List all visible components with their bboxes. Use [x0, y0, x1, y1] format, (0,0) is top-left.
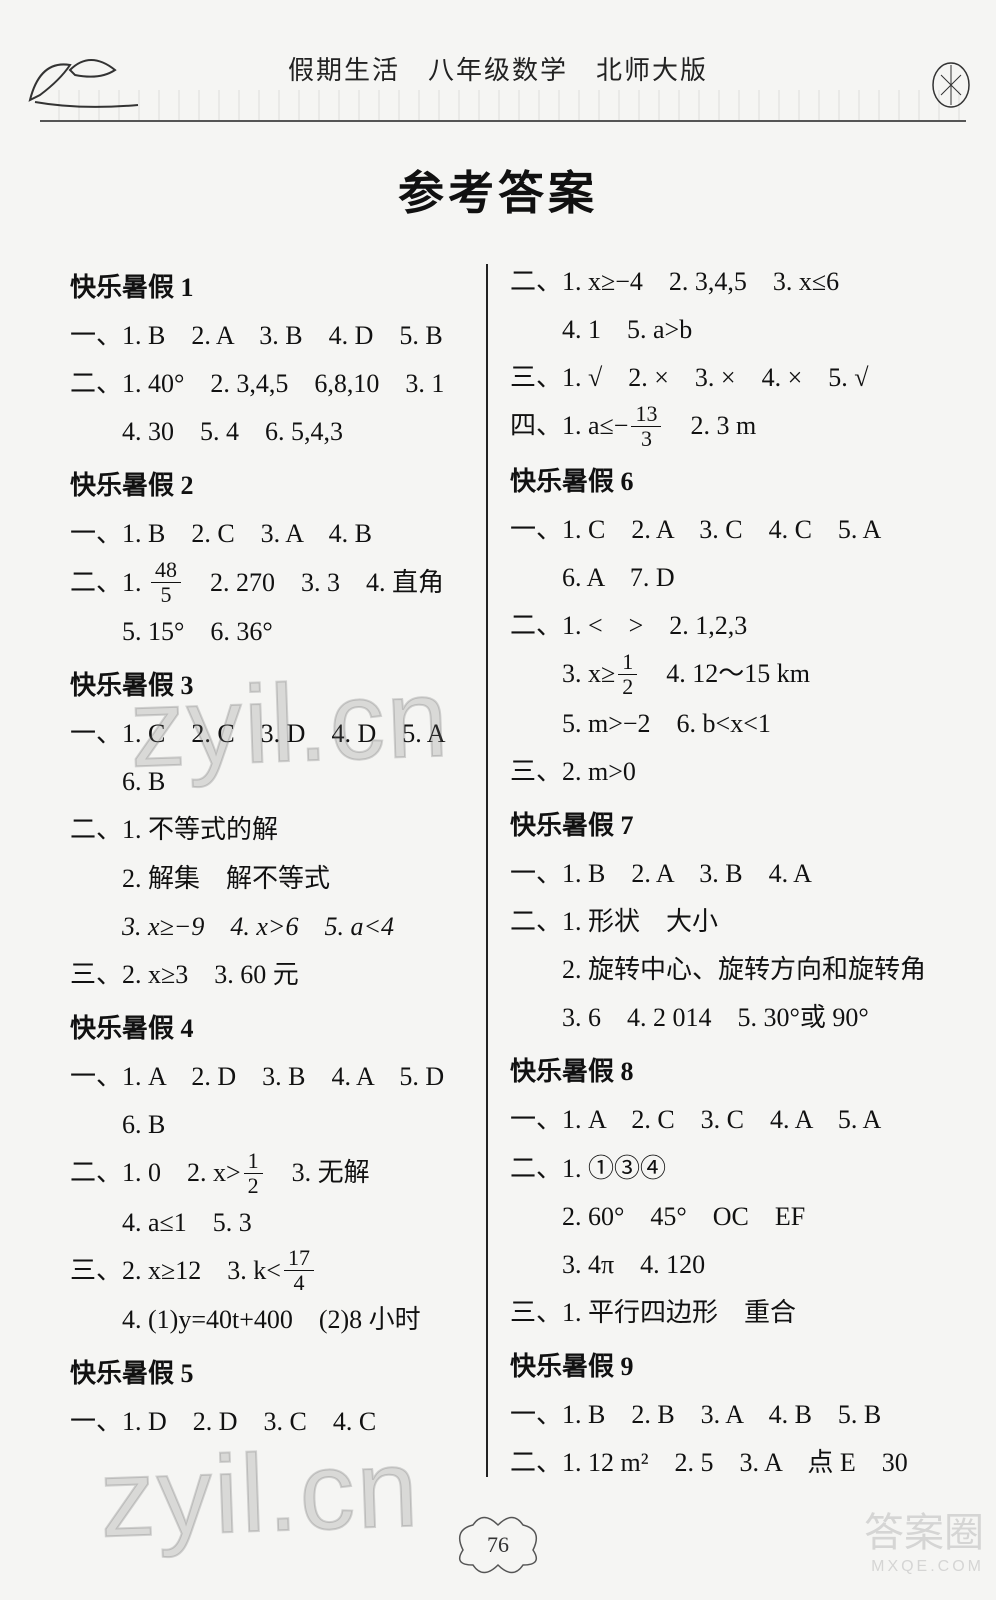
- answer-line: 二、1. x≥−4 2. 3,4,5 3. x≤6: [510, 258, 926, 306]
- answer-line: 一、1. C 2. C 3. D 4. D 5. A: [70, 710, 464, 758]
- denominator: 2: [244, 1174, 263, 1197]
- answer-line: 二、1. < > 2. 1,2,3: [510, 602, 926, 650]
- answer-line: 3. x≥12 4. 12～15 km: [510, 650, 926, 700]
- answer-line: 二、1. 40° 2. 3,4,5 6,8,10 3. 1: [70, 360, 464, 408]
- text-fragment: 3. x≥: [562, 659, 615, 688]
- answer-line: 二、1. 0 2. x>12 3. 无解: [70, 1149, 464, 1199]
- answer-line: 3. 4π 4. 120: [510, 1241, 926, 1289]
- answer-line: 三、1. √ 2. × 3. × 4. × 5. √: [510, 354, 926, 402]
- text-fragment: 四、1. a≤−: [510, 411, 628, 440]
- left-column: 快乐暑假 1 一、1. B 2. A 3. B 4. D 5. B 二、1. 4…: [70, 258, 486, 1487]
- fraction: 174: [284, 1247, 314, 1294]
- text-fragment: 2. 270 3. 3 4. 直角: [184, 568, 444, 597]
- section-heading: 快乐暑假 9: [510, 1343, 926, 1391]
- answer-line: 二、1. 形状 大小: [510, 898, 926, 946]
- denominator: 5: [151, 583, 181, 606]
- answer-line: 4. (1)y=40t+400 (2)8 小时: [70, 1296, 464, 1344]
- section-heading: 快乐暑假 2: [70, 462, 464, 510]
- section-heading: 快乐暑假 4: [70, 1005, 464, 1053]
- section-heading: 快乐暑假 3: [70, 662, 464, 710]
- answer-line: 三、1. 平行四边形 重合: [510, 1289, 926, 1337]
- answer-line: 5. m>−2 6. b<x<1: [510, 700, 926, 748]
- answer-line: 二、1. 485 2. 270 3. 3 4. 直角: [70, 559, 464, 609]
- page-header: 假期生活 八年级数学 北师大版: [60, 50, 936, 87]
- answer-line: 4. 30 5. 4 6. 5,4,3: [70, 408, 464, 456]
- text-fragment: 4. 12～15 km: [640, 659, 810, 688]
- document-title: 参考答案: [60, 157, 936, 223]
- corner-brand-badge: 答案圈 MXQE.COM: [834, 1500, 984, 1570]
- answer-line: 二、1. 不等式的解: [70, 806, 464, 854]
- numerator: 1: [618, 651, 637, 675]
- page-number: 76: [487, 1532, 509, 1558]
- answer-line: 一、1. B 2. C 3. A 4. B: [70, 510, 464, 558]
- denominator: 3: [631, 427, 661, 450]
- answer-line: 一、1. C 2. A 3. C 4. C 5. A: [510, 506, 926, 554]
- answer-line: 6. A 7. D: [510, 554, 926, 602]
- text-fragment: 二、1.: [70, 568, 148, 597]
- answer-line: 一、1. D 2. D 3. C 4. C: [70, 1398, 464, 1446]
- answer-line: 一、1. A 2. C 3. C 4. A 5. A: [510, 1096, 926, 1144]
- answer-line: 4. 1 5. a>b: [510, 306, 926, 354]
- content-columns: 快乐暑假 1 一、1. B 2. A 3. B 4. D 5. B 二、1. 4…: [60, 258, 936, 1487]
- section-heading: 快乐暑假 7: [510, 802, 926, 850]
- text-fragment: 3. 无解: [266, 1158, 370, 1187]
- fraction: 133: [631, 403, 661, 450]
- corner-brand-text: 答案圈: [834, 1500, 984, 1558]
- text-fragment: 2. 60° 45° OC EF: [562, 1202, 805, 1231]
- denominator: 4: [284, 1271, 314, 1294]
- answer-line: 4. a≤1 5. 3: [70, 1199, 464, 1247]
- numerator: 17: [284, 1247, 314, 1271]
- answer-line: 一、1. B 2. A 3. B 4. D 5. B: [70, 312, 464, 360]
- numerator: 1: [244, 1150, 263, 1174]
- fraction: 12: [618, 651, 637, 698]
- denominator: 2: [618, 675, 637, 698]
- answer-line: 3. 6 4. 2 014 5. 30°或 90°: [510, 994, 926, 1042]
- text-fragment: 3. x≥−9 4. x>6 5. a<4: [122, 912, 394, 941]
- answer-line: 二、1. ①③④: [510, 1145, 926, 1193]
- answer-line: 6. B: [70, 1101, 464, 1149]
- numerator: 13: [631, 403, 661, 427]
- answer-line: 三、2. x≥12 3. k<174: [70, 1247, 464, 1297]
- fraction: 12: [244, 1150, 263, 1197]
- text-fragment: 三、2. x≥12 3. k<: [70, 1256, 281, 1285]
- fraction: 485: [151, 559, 181, 606]
- section-heading: 快乐暑假 8: [510, 1048, 926, 1096]
- section-heading: 快乐暑假 6: [510, 458, 926, 506]
- answer-line: 6. B: [70, 758, 464, 806]
- right-column: 二、1. x≥−4 2. 3,4,5 3. x≤6 4. 1 5. a>b 三、…: [488, 258, 926, 1487]
- answer-line: 5. 15° 6. 36°: [70, 608, 464, 656]
- answer-line: 2. 解集 解不等式: [70, 855, 464, 903]
- answer-line: 2. 旋转中心、旋转方向和旋转角: [510, 946, 926, 994]
- section-heading: 快乐暑假 5: [70, 1350, 464, 1398]
- answer-line: 2. 60° 45° OC EF: [510, 1193, 926, 1241]
- decorative-vine: [40, 90, 966, 122]
- answer-line: 一、1. B 2. B 3. A 4. B 5. B: [510, 1391, 926, 1439]
- numerator: 48: [151, 559, 181, 583]
- answer-line: 三、2. x≥3 3. 60 元: [70, 951, 464, 999]
- answer-line: 三、2. m>0: [510, 748, 926, 796]
- answer-line: 一、1. A 2. D 3. B 4. A 5. D: [70, 1053, 464, 1101]
- text-fragment: 二、1. 0 2. x>: [70, 1158, 241, 1187]
- answer-line: 四、1. a≤−133 2. 3 m: [510, 402, 926, 452]
- text-fragment: 2. 3 m: [664, 411, 756, 440]
- corner-brand-domain: MXQE.COM: [834, 1558, 984, 1576]
- section-heading: 快乐暑假 1: [70, 264, 464, 312]
- answer-line: 二、1. 12 m² 2. 5 3. A 点 E 30: [510, 1439, 926, 1487]
- answer-line: 一、1. B 2. A 3. B 4. A: [510, 850, 926, 898]
- answer-line: 3. x≥−9 4. x>6 5. a<4: [70, 903, 464, 951]
